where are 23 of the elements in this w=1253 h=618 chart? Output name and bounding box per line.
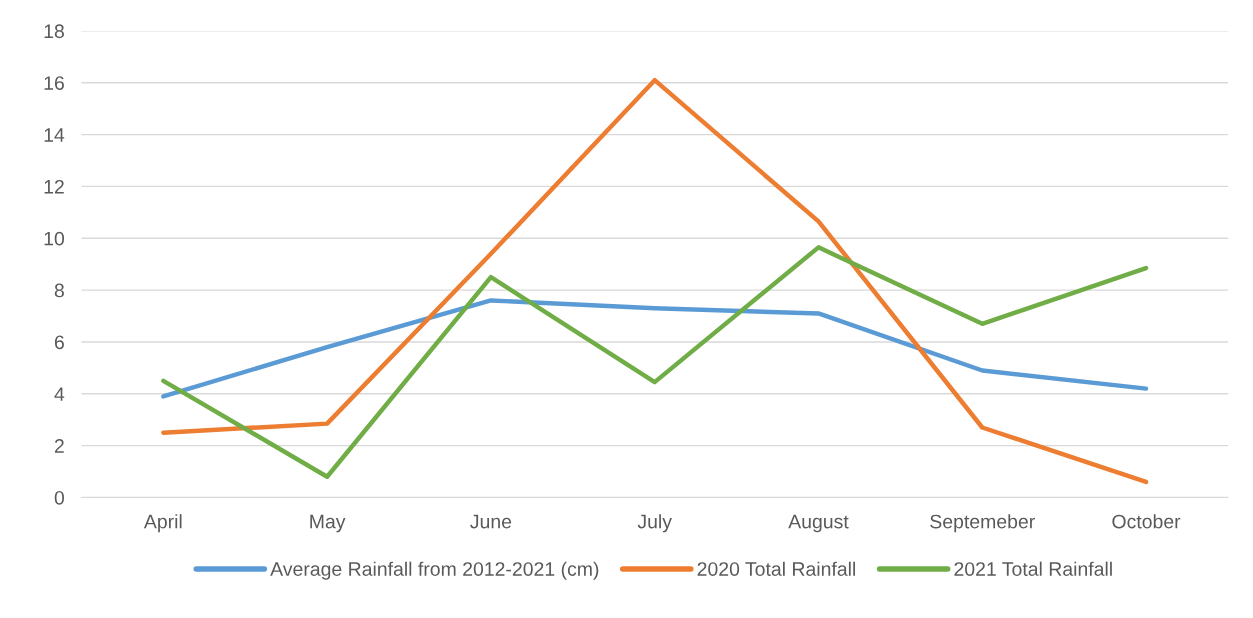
- legend-label: 2021 Total Rainfall: [954, 561, 1112, 576]
- legend-label: Average Rainfall from 2012-2021 (cm): [270, 561, 599, 580]
- y-tick-label: 0: [54, 490, 65, 505]
- line-series: [161, 245, 1149, 479]
- x-tick-label: April: [143, 514, 182, 533]
- x-tick-label: August: [788, 514, 849, 533]
- y-tick-label: 2: [54, 439, 64, 453]
- y-tick-label: 14: [44, 128, 65, 142]
- x-tick-label: May: [310, 514, 346, 533]
- x-tick-label: July: [637, 514, 672, 533]
- y-tick-label: 4: [54, 387, 65, 401]
- y-tick-label: 6: [54, 335, 64, 350]
- y-tick-label: 8: [54, 283, 64, 298]
- x-tick-label: June: [470, 514, 512, 529]
- line-series: [161, 298, 1149, 399]
- y-tick-label: 10: [44, 231, 65, 246]
- y-tick-label: 16: [44, 76, 64, 90]
- line-series: [161, 77, 1149, 485]
- legend-label: 2020 Total Rainfall: [697, 561, 855, 576]
- x-tick-label: Septemeber: [930, 514, 1035, 533]
- x-tick-label: October: [1112, 514, 1181, 529]
- y-tick-label: 18: [44, 24, 64, 39]
- y-tick-label: 12: [44, 179, 64, 194]
